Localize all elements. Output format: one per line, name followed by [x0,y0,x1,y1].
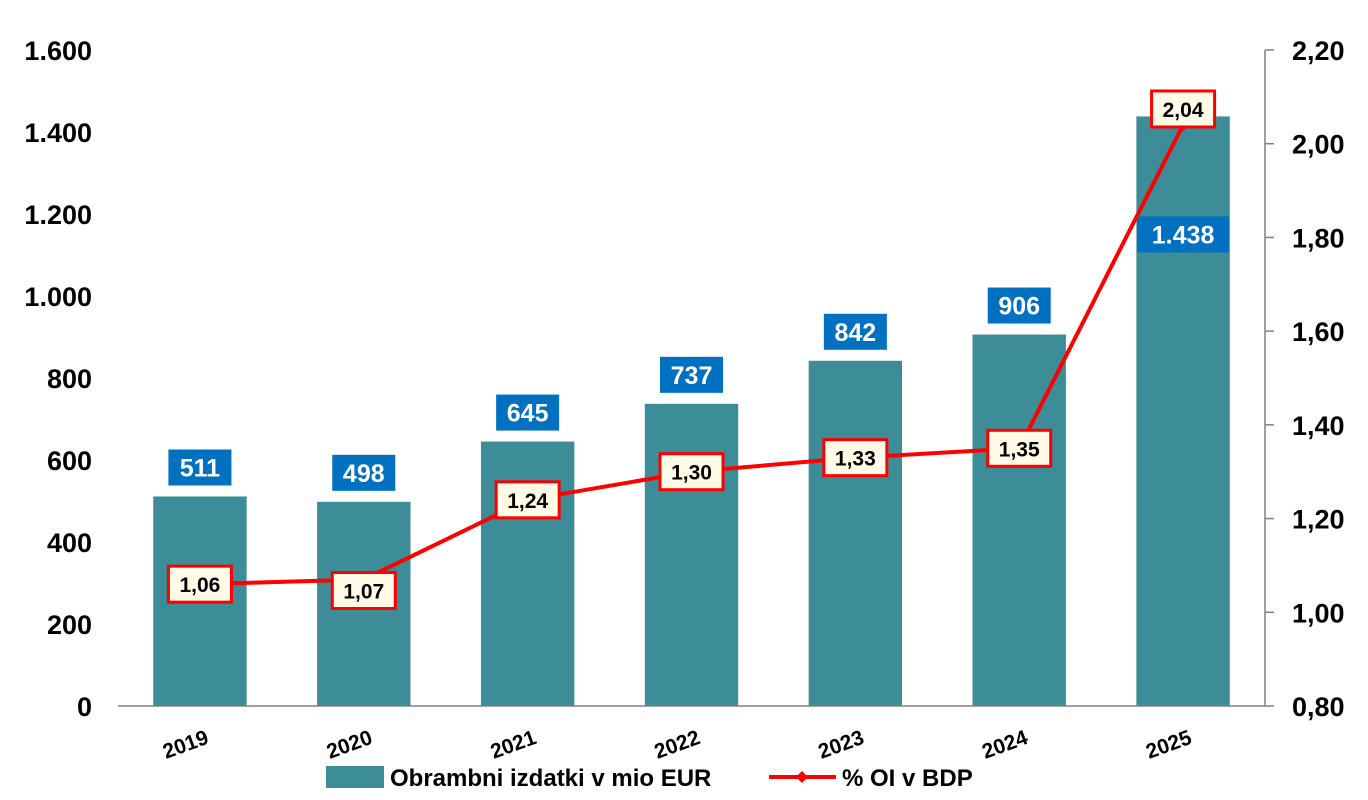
x-axis-tick-label: 2022 [651,726,703,764]
bar-value-label: 1.438 [1152,221,1215,249]
left-axis-tick-label: 400 [47,528,92,558]
left-axis-tick-label: 1.400 [24,118,92,148]
left-axis-tick-label: 1.600 [24,36,92,66]
bar-2023 [809,361,902,706]
bar-value-label: 737 [671,362,713,390]
x-axis-tick-label: 2020 [324,726,376,764]
x-axis-tick-label: 2023 [815,726,867,764]
bar-value-label: 645 [507,400,549,428]
line-value-label: 1,07 [343,580,384,603]
line-value-label: 1,35 [999,438,1040,461]
x-axis-tick-label: 2025 [1143,726,1195,764]
right-axis-tick-label: 2,20 [1292,36,1345,66]
left-axis-tick-label: 600 [47,446,92,476]
right-axis-tick-label: 1,80 [1292,223,1345,253]
bar-2024 [973,335,1066,706]
line-value-label: 1,30 [671,462,712,485]
line-value-label: 1,33 [835,448,876,471]
right-axis-tick-label: 1,40 [1292,411,1345,441]
legend: Obrambni izdatki v mio EUR % OI v BDP [326,765,973,792]
line-value-label: 2,04 [1163,99,1204,122]
x-axis-tick-label: 2019 [160,726,212,764]
bar-value-label: 511 [180,454,220,482]
legend-swatch-bar [326,766,384,788]
bars-layer [153,116,1230,706]
left-axis-tick-label: 1.200 [24,200,92,230]
x-axis-tick-label: 2024 [979,726,1031,764]
bar-2022 [645,404,738,706]
right-axis-tick-label: 1,60 [1292,317,1345,347]
legend-label-line: % OI v BDP [842,765,973,792]
right-axis-tick-label: 1,00 [1292,598,1345,628]
legend-swatch-marker [796,771,808,783]
left-axis-tick-label: 200 [47,610,92,640]
left-axis-tick-label: 0 [77,692,92,722]
right-axis-tick-label: 2,00 [1292,130,1345,160]
left-axis-tick-label: 800 [47,364,92,394]
bar-value-label: 842 [834,319,876,347]
legend-label-bar: Obrambni izdatki v mio EUR [390,765,711,792]
right-axis-tick-label: 1,20 [1292,505,1345,535]
bar-value-label: 906 [998,293,1040,321]
line-value-label: 1,24 [507,490,548,513]
x-axis-tick-label: 2021 [488,726,540,764]
bar-value-label: 498 [343,460,385,488]
left-axis-tick-label: 1.000 [24,282,92,312]
line-value-label: 1,06 [179,574,220,597]
bar-2025 [1136,116,1229,706]
right-axis-tick-label: 0,80 [1292,692,1345,722]
